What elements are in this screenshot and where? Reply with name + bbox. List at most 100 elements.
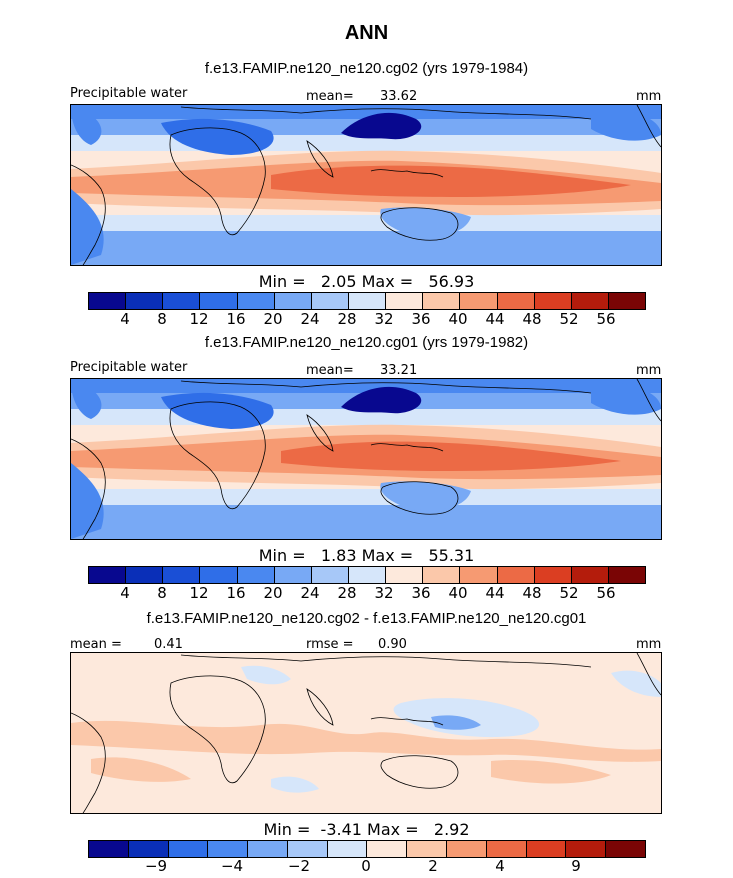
panel1-coastlines: [71, 105, 661, 265]
panel1-coast-south-america: [71, 164, 106, 265]
panel3-mean-label: mean =: [70, 637, 122, 652]
panel1-coast-india: [306, 140, 334, 178]
panel2-coastlines: [71, 379, 661, 539]
panel2-title: f.e13.FAMIP.ne120_ne120.cg01 (yrs 1979-1…: [204, 334, 529, 351]
panel1-tick: 24: [300, 310, 320, 328]
panel1-colorbar-swatch: [274, 293, 312, 309]
panel2-mean-value: 33.21: [380, 363, 418, 378]
panel2-tick: 16: [226, 584, 246, 602]
panel2-tick: 56: [596, 584, 616, 602]
panel1-colorbar-swatch: [200, 293, 238, 309]
panel2-band-south-high: [71, 501, 661, 539]
panel2-tick: 8: [157, 584, 167, 602]
panel1-coast-north-america: [636, 105, 661, 148]
panel2-colorbar-swatch: [571, 567, 609, 583]
panel1-tick: 16: [226, 310, 246, 328]
panel1-coast-maritime: [370, 169, 444, 178]
panel3-cool-patch: [393, 698, 540, 738]
panel3-tick: 4: [495, 857, 505, 875]
panel2-colorbar-swatch: [126, 567, 164, 583]
panel1-title: f.e13.FAMIP.ne120_ne120.cg02 (yrs 1979-1…: [204, 60, 529, 77]
panel3-warm-band: [71, 720, 661, 762]
panel2-colorbar-swatch: [460, 567, 498, 583]
panel2-australia-dry: [380, 481, 471, 511]
panel3-coast-africa: [169, 675, 266, 784]
panel2-colorbar-swatch: [423, 567, 461, 583]
panel2-units: mm: [636, 363, 662, 378]
panel3-colorbar: [88, 840, 646, 858]
panel1-tick: 20: [263, 310, 283, 328]
panel2-colorbar-swatch: [89, 567, 127, 583]
panel2-coast-eurasia: [180, 380, 592, 394]
panel3-colorbar-swatch: [287, 841, 328, 857]
panel1-tick: 12: [189, 310, 209, 328]
panel1-colorbar-ticks: 4 8 12 16 20 24 28 32 36 40 44 48 52 56: [0, 310, 733, 330]
panel1-tick: 40: [448, 310, 468, 328]
panel2-tick: 4: [120, 584, 130, 602]
panel3-tick: −9: [144, 857, 168, 875]
panel2-coast-africa: [169, 401, 266, 510]
panel1-tick: 28: [337, 310, 357, 328]
panel3-min-value: -3.41: [320, 820, 362, 839]
panel3-colorbar-swatch: [447, 841, 487, 857]
panel2-tick: 40: [448, 584, 468, 602]
panel2-min-value: 1.83: [320, 546, 357, 565]
panel3-coast-south-america: [71, 712, 106, 813]
panel3-colorbar-swatch: [248, 841, 288, 857]
panel2-sahara-dry: [161, 392, 274, 429]
panel2-ne-dry: [591, 379, 661, 415]
panel1-colorbar-swatch: [460, 293, 498, 309]
panel1-map: [70, 104, 662, 266]
panel3-cool-core: [431, 715, 481, 730]
panel2-map-svg: [71, 379, 661, 539]
panel2-max-label: Max =: [361, 546, 414, 565]
panel3-cool-north: [241, 665, 291, 685]
panel1-tick: 44: [485, 310, 505, 328]
panel1-colorbar-swatch: [126, 293, 164, 309]
panel3-colorbar-swatch: [566, 841, 607, 857]
panel1-tick: 52: [559, 310, 579, 328]
panel1-ne-dry: [591, 105, 661, 141]
panel3-colorbar-swatch: [168, 841, 209, 857]
panel3-colorbar-swatch: [327, 841, 368, 857]
panel2-colorbar-swatch: [497, 567, 535, 583]
panel2-colorbar-ticks: 4 8 12 16 20 24 28 32 36 40 44 48 52 56: [0, 584, 733, 604]
panel1-tick: 4: [120, 310, 130, 328]
panel3-colorbar-swatch: [89, 841, 129, 857]
panel2-tick: 44: [485, 584, 505, 602]
panel2-max-value: 55.31: [428, 546, 475, 565]
panel3-cool-south: [271, 776, 319, 793]
panel1-variable-label: Precipitable water: [70, 86, 188, 101]
panel1-min-label: Min =: [258, 272, 306, 291]
panel1-tick: 32: [374, 310, 394, 328]
panel1-units: mm: [636, 89, 662, 104]
page-title: ANN: [344, 22, 389, 44]
panel1-max-label: Max =: [361, 272, 414, 291]
panel3-colorbar-swatch: [128, 841, 169, 857]
panel1-coast-australia: [380, 207, 459, 241]
panel1-australia-dry: [380, 207, 471, 237]
panel1-mean-label: mean=: [306, 89, 354, 104]
panel1-mean-value: 33.62: [380, 89, 418, 104]
panel3-colorbar-ticks: −9 −4 −2 0 2 4 9: [0, 857, 733, 877]
panel3-colorbar-swatch: [606, 841, 645, 857]
panel2-colorbar-swatch: [200, 567, 238, 583]
panel3-tick: 2: [428, 857, 438, 875]
panel1-tick: 36: [411, 310, 431, 328]
panel3-tick: 0: [361, 857, 371, 875]
panel3-units: mm: [636, 637, 662, 652]
panel3-map: [70, 652, 662, 814]
panel3-coastlines: [71, 653, 661, 813]
panel1-colorbar-swatch: [89, 293, 127, 309]
panel3-coast-india: [306, 688, 334, 726]
panel2-tick: 20: [263, 584, 283, 602]
panel1-colorbar-swatch: [571, 293, 609, 309]
panel3-coast-australia: [380, 755, 459, 789]
panel2-sw-dry: [71, 463, 104, 539]
panel2-coast-south-america: [71, 438, 106, 539]
panel3-mean-value: 0.41: [154, 637, 183, 652]
panel1-coast-eurasia: [180, 106, 592, 120]
panel1-colorbar-swatch: [163, 293, 201, 309]
panel3-warm-patch-sw: [91, 757, 191, 782]
panel1-colorbar-swatch: [608, 293, 646, 309]
